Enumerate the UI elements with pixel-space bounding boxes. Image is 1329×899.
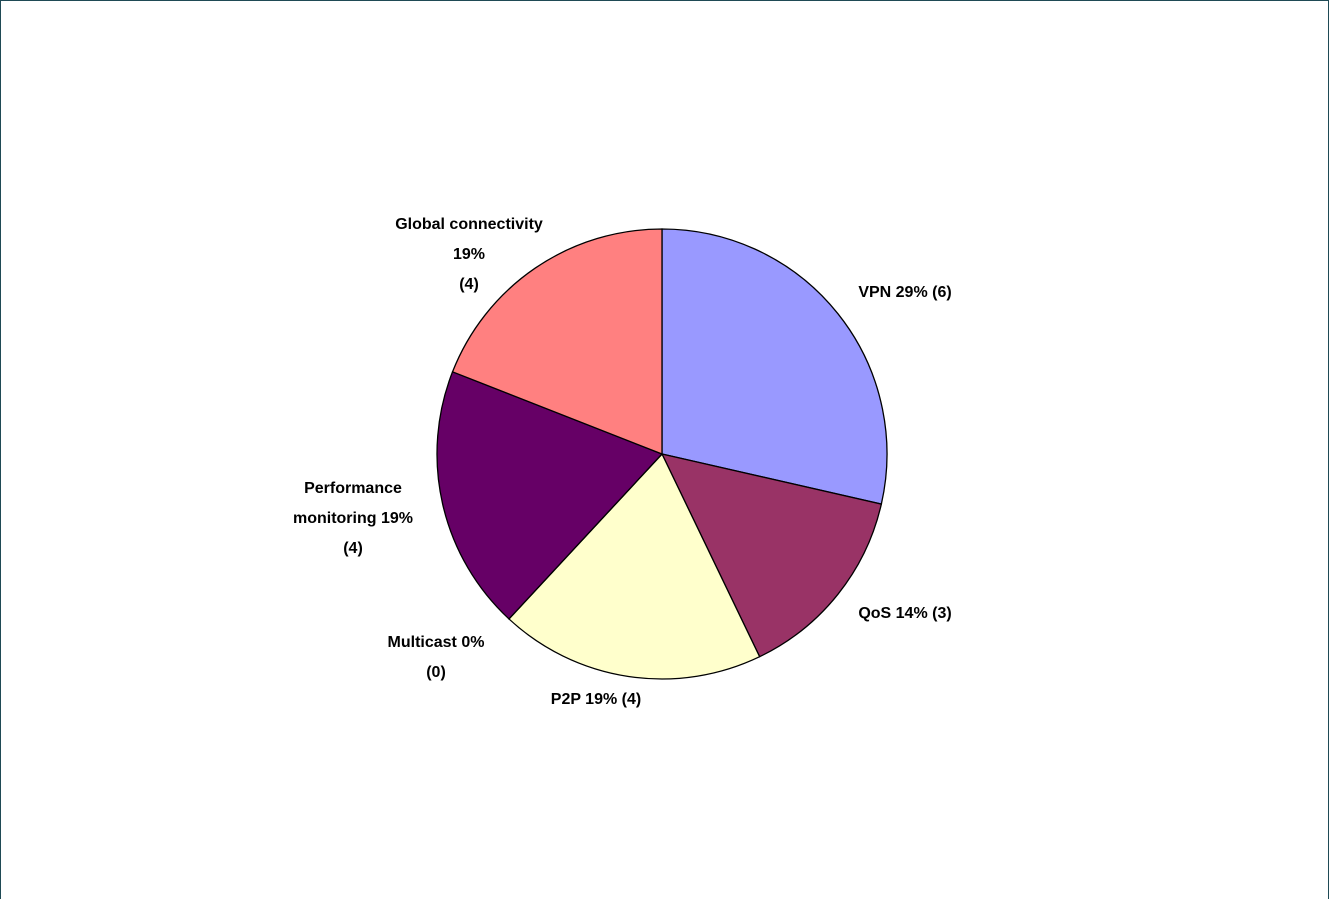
label-line: QoS 14% (3): [858, 605, 951, 622]
label-line: P2P 19% (4): [551, 691, 641, 708]
slice-label: P2P 19% (4): [551, 691, 641, 708]
label-line: Performance: [304, 480, 402, 497]
slice-label: VPN 29% (6): [858, 284, 951, 301]
slice-label: QoS 14% (3): [858, 605, 951, 622]
pie-slice: [451, 228, 663, 455]
label-line: 19%: [453, 246, 485, 263]
slice-label: Global connectivity 19% (4): [395, 216, 543, 293]
label-line: (0): [426, 664, 446, 681]
pie-slice: [508, 452, 761, 680]
label-line: VPN 29% (6): [858, 284, 951, 301]
label-line: (4): [343, 540, 363, 557]
label-line: (4): [459, 276, 479, 293]
pie-slice: [661, 228, 888, 505]
slice-label: Performance monitoring 19% (4): [293, 480, 413, 557]
label-line: monitoring 19%: [293, 510, 413, 527]
label-line: Global connectivity: [395, 216, 543, 233]
pie-slice: [660, 453, 883, 658]
label-line: Multicast 0%: [388, 634, 485, 651]
slice-label: Multicast 0% (0): [388, 634, 485, 681]
pie-slice: [436, 370, 664, 620]
